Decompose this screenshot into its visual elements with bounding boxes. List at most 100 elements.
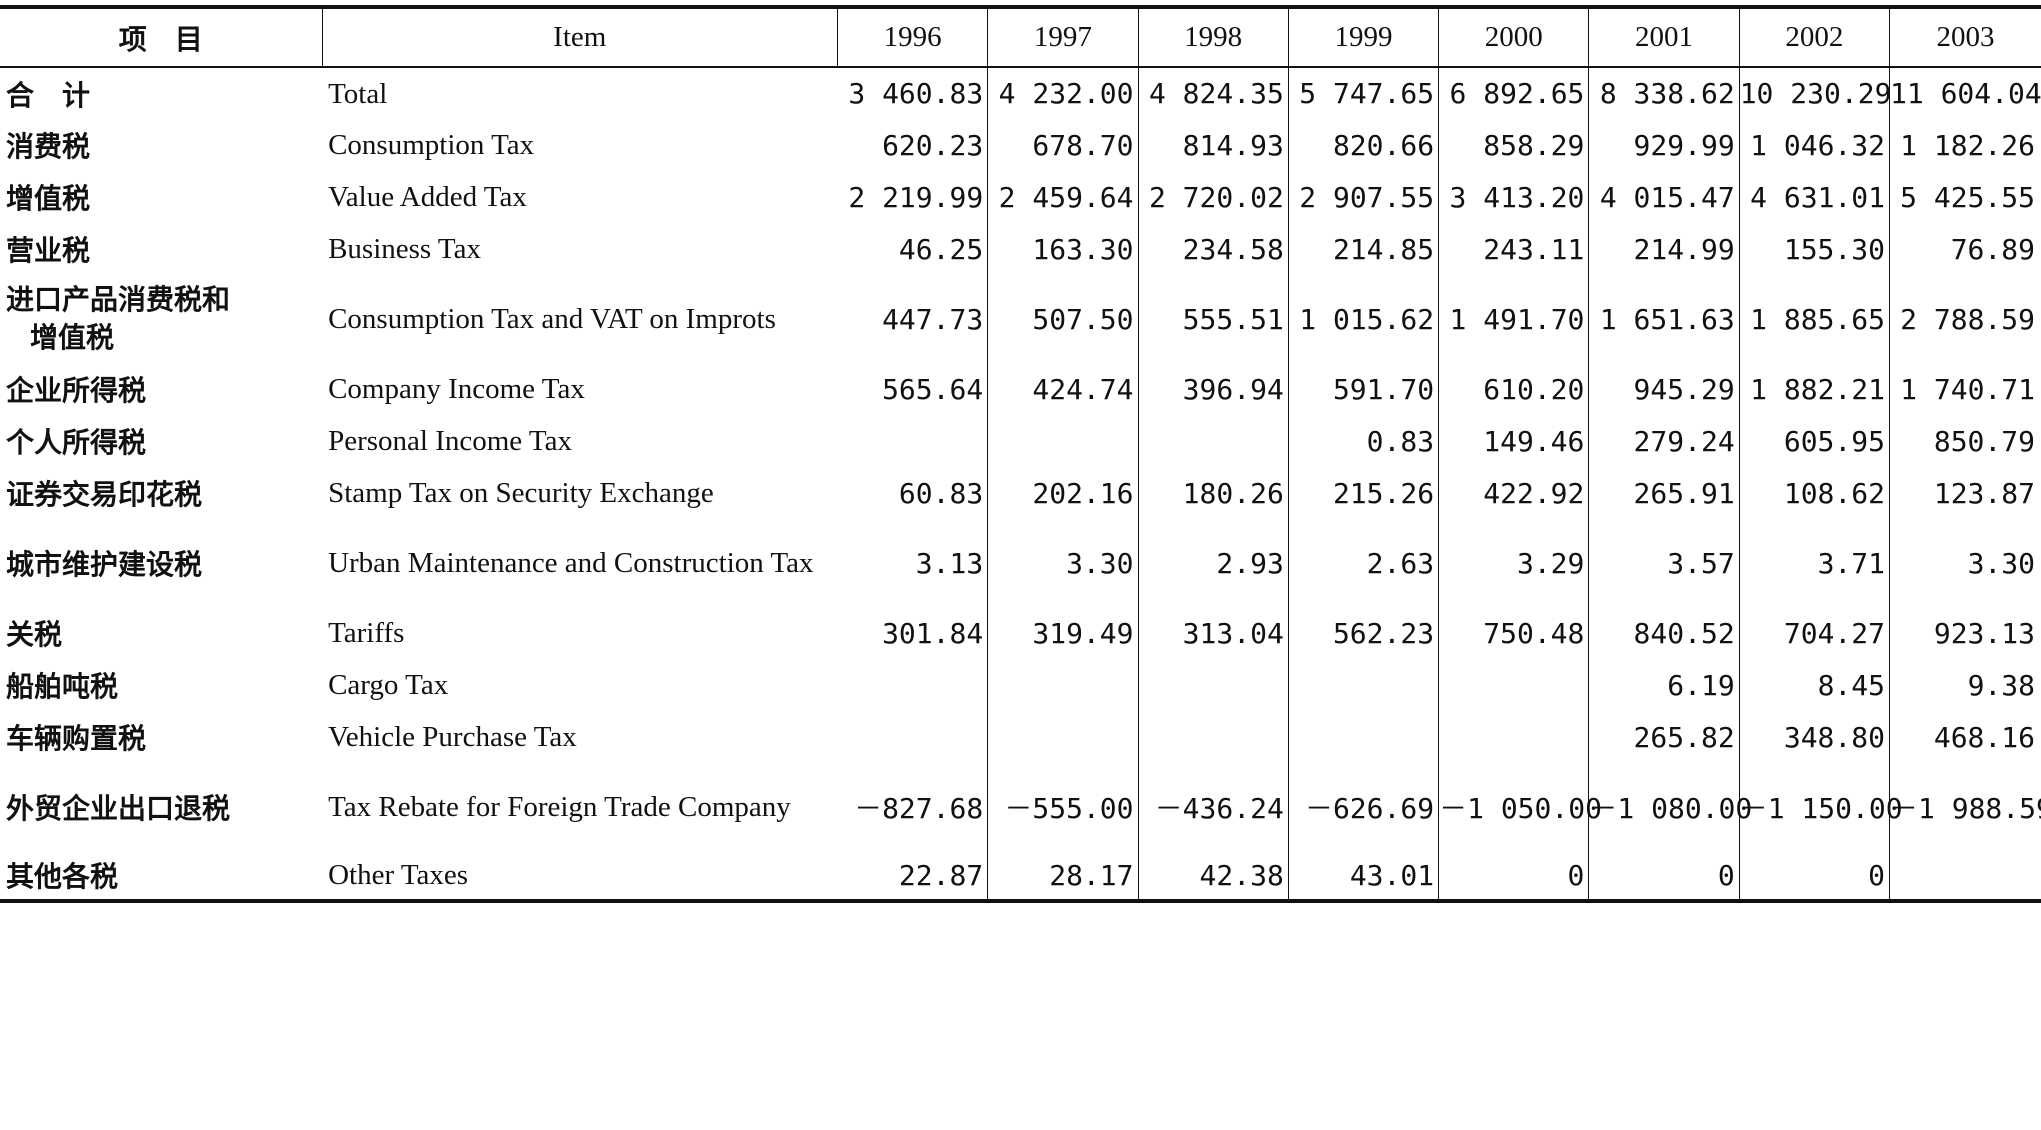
item-en: Stamp Tax on Security Exchange [328,477,714,509]
value-2002: －1 150.00 [1739,763,1903,851]
value-2000: 750.48 [1438,607,1590,659]
value-2002: 10 230.29 [1739,67,1891,119]
value-1996: 3.13 [837,519,989,607]
header-year-1996: 1996 [836,5,988,68]
value-2000: 3 413.20 [1438,171,1590,223]
value-2003: 11 604.04 [1890,77,2041,110]
item-zh: 消费税 [6,130,91,163]
value-2002: 348.80 [1739,711,1891,763]
value-1999: 591.70 [1288,363,1440,415]
item-en: Vehicle Purchase Tax [328,721,577,753]
value-1996 [837,711,989,763]
item-zh: 营业税 [6,234,91,267]
value-2000: 149.46 [1438,415,1590,467]
value-1999: 214.85 [1288,223,1440,275]
value-2003 [1889,851,2041,903]
value-2001: 214.99 [1588,223,1740,275]
value-2001: 840.52 [1588,607,1740,659]
item-zh: 关税 [6,618,63,651]
value-2003: 1 740.71 [1900,372,2035,406]
tax-revenue-table-container: 项 目 Item 1996 1997 1998 1999 2000 2001 2… [0,5,2041,903]
value-2003: －1 988.59 [1890,792,2041,825]
table-row: 证券交易印花税 Stamp Tax on Security Exchange 60.… [0,467,2041,519]
item-en: Tariffs [328,617,405,649]
value-1997: 2 459.64 [987,171,1139,223]
item-zh-line1: 进口产品消费税和 [6,283,231,316]
item-zh: 其他各税 [0,851,323,903]
table-row: 其他各税 Other Taxes 22.87 28.17 42.38 43.01 0 0 0 [0,851,2041,903]
value-1997: 678.70 [987,119,1139,171]
value-1997: 163.30 [987,223,1139,275]
value-2001: 929.99 [1588,119,1740,171]
value-1997: 4 232.00 [987,67,1139,119]
table-row: 城市维护建设税 Urban Maintenance and Constructio… [0,519,2041,607]
item-zh: 船舶吨税 [6,670,119,703]
value-1999: 2 907.55 [1288,171,1440,223]
header-item-zh: 项 目 [0,5,323,68]
value-2001: 6.19 [1588,659,1740,711]
table-row: 合 计 Total 3 460.83 4 232.00 4 824.35 5 747.65… [0,67,2041,119]
item-en: Personal Income Tax [328,425,572,457]
item-zh: 企业所得税 [6,374,147,407]
value-1999 [1288,659,1440,711]
value-2000: 0 [1438,851,1590,903]
value-1998: 814.93 [1138,119,1289,171]
value-1996: 22.87 [837,851,989,903]
value-1998: 396.94 [1138,363,1289,415]
value-1997: 3.30 [987,519,1139,607]
value-1996: 3 460.83 [837,67,989,119]
item-zh: 个人所得税 [6,426,147,459]
value-2003: 1 182.26 [1900,128,2035,162]
header-year-2000: 2000 [1438,5,1589,68]
value-1998 [1138,415,1289,467]
value-2002: 605.95 [1739,415,1891,467]
value-2001: 945.29 [1588,363,1740,415]
value-1998: 2 720.02 [1138,171,1289,223]
header-year-2002: 2002 [1738,5,1890,68]
value-2001: －1 080.00 [1588,763,1752,851]
table-row: 船舶吨税 Cargo Tax 6.19 8.45 9.38 [0,659,2041,711]
value-1996: 60.83 [837,467,989,519]
item-zh: 车辆购置税 [6,722,147,755]
item-en: Value Added Tax [328,181,527,213]
value-1996 [837,659,989,711]
value-2002: 1 882.21 [1739,363,1891,415]
value-1996: 565.64 [837,363,989,415]
value-1999: 1 015.62 [1288,275,1440,363]
item-zh: 合 计 [6,78,91,112]
value-1999: －626.69 [1288,763,1440,851]
value-2002: 1 046.32 [1739,119,1891,171]
value-1998: －436.24 [1138,763,1289,851]
value-1997: 319.49 [987,607,1139,659]
value-2002: 1 885.65 [1739,275,1891,363]
value-1998 [1138,711,1289,763]
item-en: Consumption Tax [328,129,535,161]
value-1997: 507.50 [987,275,1139,363]
value-1996: 447.73 [837,275,989,363]
header-year-2003: 2003 [1889,5,2041,68]
value-2003: 468.16 [1933,720,2035,754]
item-zh: 增值税 [6,182,91,215]
value-2002: 4 631.01 [1739,171,1891,223]
value-1997: 202.16 [987,467,1139,519]
table-row: 关税 Tariffs 301.84 319.49 313.04 562.23 750.48 8… [0,607,2041,659]
value-2003: 850.79 [1933,424,2035,458]
value-2002: 704.27 [1739,607,1891,659]
table-row: 车辆购置税 Vehicle Purchase Tax 265.82 348.80 468… [0,711,2041,763]
value-1999: 0.83 [1288,415,1440,467]
item-zh: 证券交易印花税 [6,478,203,511]
table-row: 个人所得税 Personal Income Tax 0.83 149.46 279.24… [0,415,2041,467]
value-1999: 820.66 [1288,119,1440,171]
item-zh: 城市维护建设税 [6,548,203,581]
value-1997: －555.00 [987,763,1139,851]
value-2001: 8 338.62 [1588,67,1740,119]
item-en: Urban Maintenance and Construction Tax [328,547,814,579]
value-1998: 555.51 [1138,275,1289,363]
value-1996: 620.23 [837,119,989,171]
value-1997: 28.17 [987,851,1139,903]
value-2003: 2 788.59 [1900,302,2035,336]
item-en: Other Taxes [322,851,838,903]
value-2000: 3.29 [1438,519,1590,607]
table-row: 外贸企业出口退税 Tax Rebate for Foreign Trade Com… [0,763,2041,851]
value-2000: 422.92 [1438,467,1590,519]
